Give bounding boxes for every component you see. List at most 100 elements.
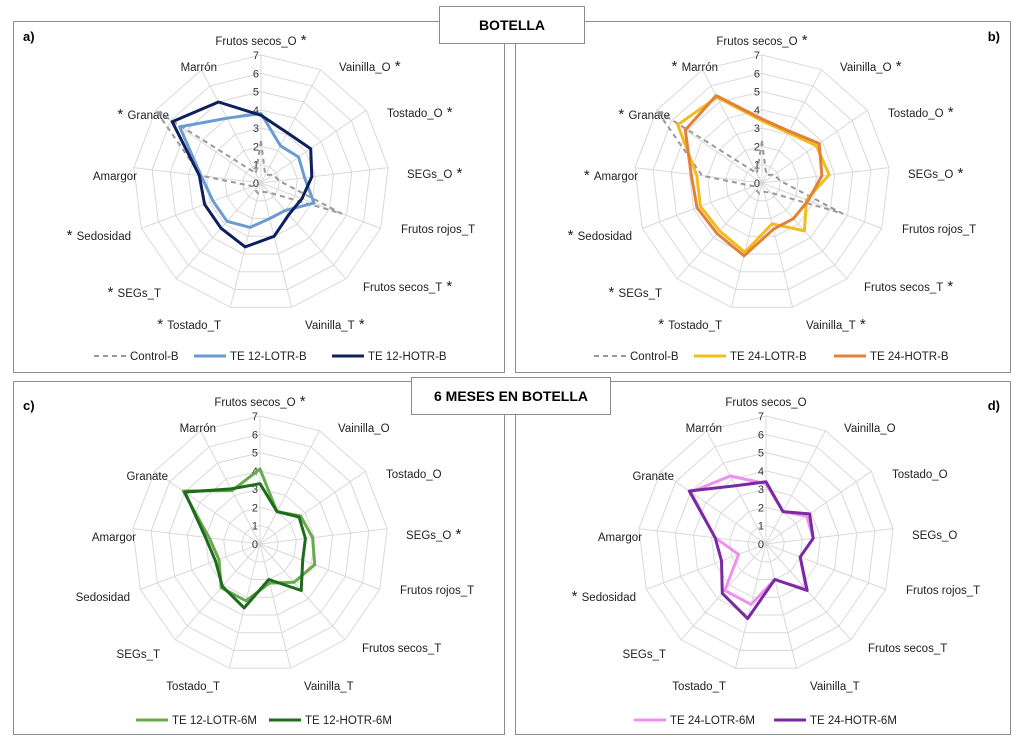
grid-spoke (259, 543, 346, 641)
panel-a: a) 0 1 2 3 4 5 6 7 Frutos secos_O * Vainilla_O * T… (13, 21, 505, 373)
category-label: Frutos secos_O (725, 397, 806, 409)
tick-label: 0 (754, 178, 760, 190)
grid-spoke (761, 69, 822, 184)
significance-marker: * (452, 165, 462, 182)
grid-ring (224, 145, 298, 219)
tick-label: 3 (253, 123, 259, 135)
tick-label: 0 (253, 178, 259, 190)
significance-marker: * (108, 284, 118, 301)
grid-ring (725, 145, 799, 219)
grid-spoke (706, 430, 767, 545)
category-label: Vainilla_O (338, 423, 390, 435)
significance-marker: * (443, 104, 453, 121)
category-label: Amargor (93, 171, 137, 183)
category-label: Vainilla_O * (339, 58, 401, 75)
grid-ring (133, 54, 389, 308)
significance-marker: * (618, 106, 628, 123)
tick-label: 1 (754, 160, 760, 172)
grid-spoke (761, 109, 868, 184)
grid-ring (710, 488, 822, 598)
tick-label: 2 (758, 502, 764, 514)
tick-label: 5 (758, 448, 764, 460)
series-line (655, 109, 844, 215)
significance-marker: * (572, 588, 582, 605)
grid-spoke (132, 528, 261, 545)
legend-label: TE 24-HOTR-6M (810, 715, 897, 727)
series-line (683, 94, 824, 258)
grid-spoke (761, 182, 794, 308)
tick-label: 0 (758, 539, 764, 551)
grid-spoke (646, 543, 767, 590)
legend-label: TE 24-HOTR-B (870, 351, 949, 363)
tick-label: 6 (252, 429, 258, 441)
category-label: Frutos secos_T (362, 643, 441, 655)
tick-label: 3 (252, 484, 258, 496)
grid-spoke (154, 470, 261, 545)
grid-spoke (260, 182, 381, 229)
panel-label: b) (987, 29, 1000, 44)
grid-ring (747, 525, 785, 563)
significance-marker: * (944, 104, 954, 121)
category-label: SEGs_T (623, 649, 666, 661)
category-label: Tostado_O (386, 469, 442, 481)
significance-marker: * (451, 526, 461, 543)
series-line (183, 482, 307, 610)
significance-marker: * (584, 167, 594, 184)
tick-label: 6 (253, 68, 259, 80)
series-line (170, 100, 314, 249)
tick-label: 5 (754, 87, 760, 99)
grid-ring (204, 488, 316, 598)
grid-spoke (660, 470, 767, 545)
grid-spoke (638, 528, 767, 545)
grid-ring (692, 470, 840, 616)
grid-spoke (260, 167, 389, 184)
legend-label: TE 12-LOTR-B (230, 351, 307, 363)
grid-spoke (200, 430, 261, 545)
grid-ring (638, 415, 894, 669)
tick-label: 4 (253, 105, 259, 117)
panel-label: a) (23, 29, 35, 44)
grid-ring (656, 433, 876, 651)
tick-label: 7 (758, 411, 764, 423)
grid-spoke (730, 182, 763, 308)
grid-spoke (174, 543, 261, 641)
significance-marker: * (157, 316, 167, 333)
grid-ring (242, 164, 280, 202)
grid-spoke (259, 528, 388, 545)
panel-label: c) (23, 398, 35, 413)
banner-bottom: 6 MESES EN BOTELLA (411, 377, 611, 415)
category-label: Tostado_O * (387, 104, 453, 121)
significance-marker: * (943, 278, 953, 295)
category-label: Marrón (180, 423, 216, 435)
grid-spoke (702, 69, 763, 184)
category-label: Vainilla_T (304, 681, 354, 693)
category-label: Amargor (598, 532, 642, 544)
tick-label: 4 (758, 466, 764, 478)
tick-label: 2 (253, 141, 259, 153)
radar-chart-d: 0 1 2 3 4 5 6 7 Frutos secos_O Vainilla_O Tostado_… (572, 397, 981, 727)
grid-spoke (765, 528, 894, 545)
panel-c: c) 0 1 2 3 4 5 6 7 Frutos secos_O * Vainilla_O Tos… (13, 381, 505, 735)
category-label: * SEGs_T (609, 284, 662, 301)
legend-label: Control-B (630, 351, 679, 363)
category-label: Amargor (92, 532, 136, 544)
category-label: Marrón (181, 62, 217, 74)
grid-ring (688, 109, 836, 255)
significance-marker: * (442, 278, 452, 295)
grid-spoke (259, 543, 380, 590)
grid-ring (241, 525, 279, 563)
grid-spoke (259, 430, 320, 545)
grid-ring (223, 506, 297, 580)
tick-label: 1 (758, 521, 764, 533)
category-label: Frutos rojos_T (902, 224, 976, 236)
series-line (178, 112, 316, 229)
category-label: Tostado_O * (888, 104, 954, 121)
grid-ring (674, 452, 858, 634)
category-label: Vainilla_T (810, 681, 860, 693)
category-label: Tostado_T (672, 681, 726, 693)
significance-marker: * (953, 165, 963, 182)
category-label: Frutos secos_O * (215, 32, 306, 49)
grid-spoke (175, 182, 262, 280)
category-label: SEGs_O * (908, 165, 964, 182)
